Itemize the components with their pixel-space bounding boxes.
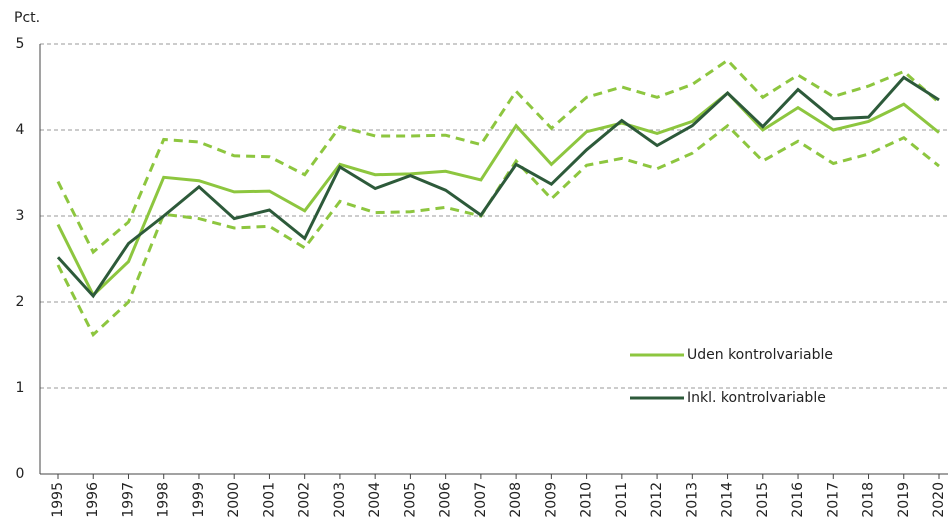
- band-line: [56, 58, 940, 255]
- x-tick-label: 1997: [120, 482, 136, 518]
- x-tick-label: 2012: [649, 482, 665, 518]
- x-tick-label: 2001: [261, 482, 277, 518]
- x-tick-label: 2010: [579, 482, 595, 518]
- series-line: [56, 75, 940, 299]
- band-line: [56, 123, 940, 338]
- x-tick-label: 2019: [896, 482, 912, 518]
- y-axis-label: Pct.: [14, 10, 40, 26]
- x-tick-label: 2002: [297, 482, 313, 518]
- x-tick-label: 2017: [825, 482, 841, 518]
- x-tick-label: 2014: [720, 482, 736, 518]
- x-tick-label: 2003: [332, 482, 348, 518]
- legend-label: Uden kontrolvariable: [687, 347, 833, 363]
- y-tick-label: 4: [16, 122, 25, 138]
- x-tick-label: 2015: [755, 482, 771, 518]
- x-tick-label: 2020: [931, 482, 947, 518]
- x-tick-label: 2000: [226, 482, 242, 518]
- y-tick-label: 0: [16, 466, 25, 482]
- x-tick-label: 1999: [191, 482, 207, 518]
- x-tick-label: 2004: [367, 482, 383, 518]
- x-tick-label: 1996: [85, 482, 101, 518]
- y-tick-label: 5: [16, 36, 25, 52]
- x-tick-label: 2009: [543, 482, 559, 518]
- x-tick-label: 2006: [438, 482, 454, 518]
- y-tick-label: 3: [16, 208, 25, 224]
- x-tick-label: 2011: [614, 482, 630, 518]
- x-tick-label: 1995: [50, 482, 66, 518]
- x-tick-label: 2005: [402, 482, 418, 518]
- x-tick-label: 2007: [473, 482, 489, 518]
- x-tick-label: 2016: [790, 482, 806, 518]
- legend-label: Inkl. kontrolvariable: [687, 390, 826, 406]
- x-tick-label: 2013: [684, 482, 700, 518]
- x-tick-label: 2018: [861, 482, 877, 518]
- y-tick-label: 2: [16, 294, 25, 310]
- x-tick-label: 2008: [508, 482, 524, 518]
- x-tick-label: 1998: [156, 482, 172, 518]
- y-tick-label: 1: [16, 380, 25, 396]
- series-line: [56, 90, 940, 298]
